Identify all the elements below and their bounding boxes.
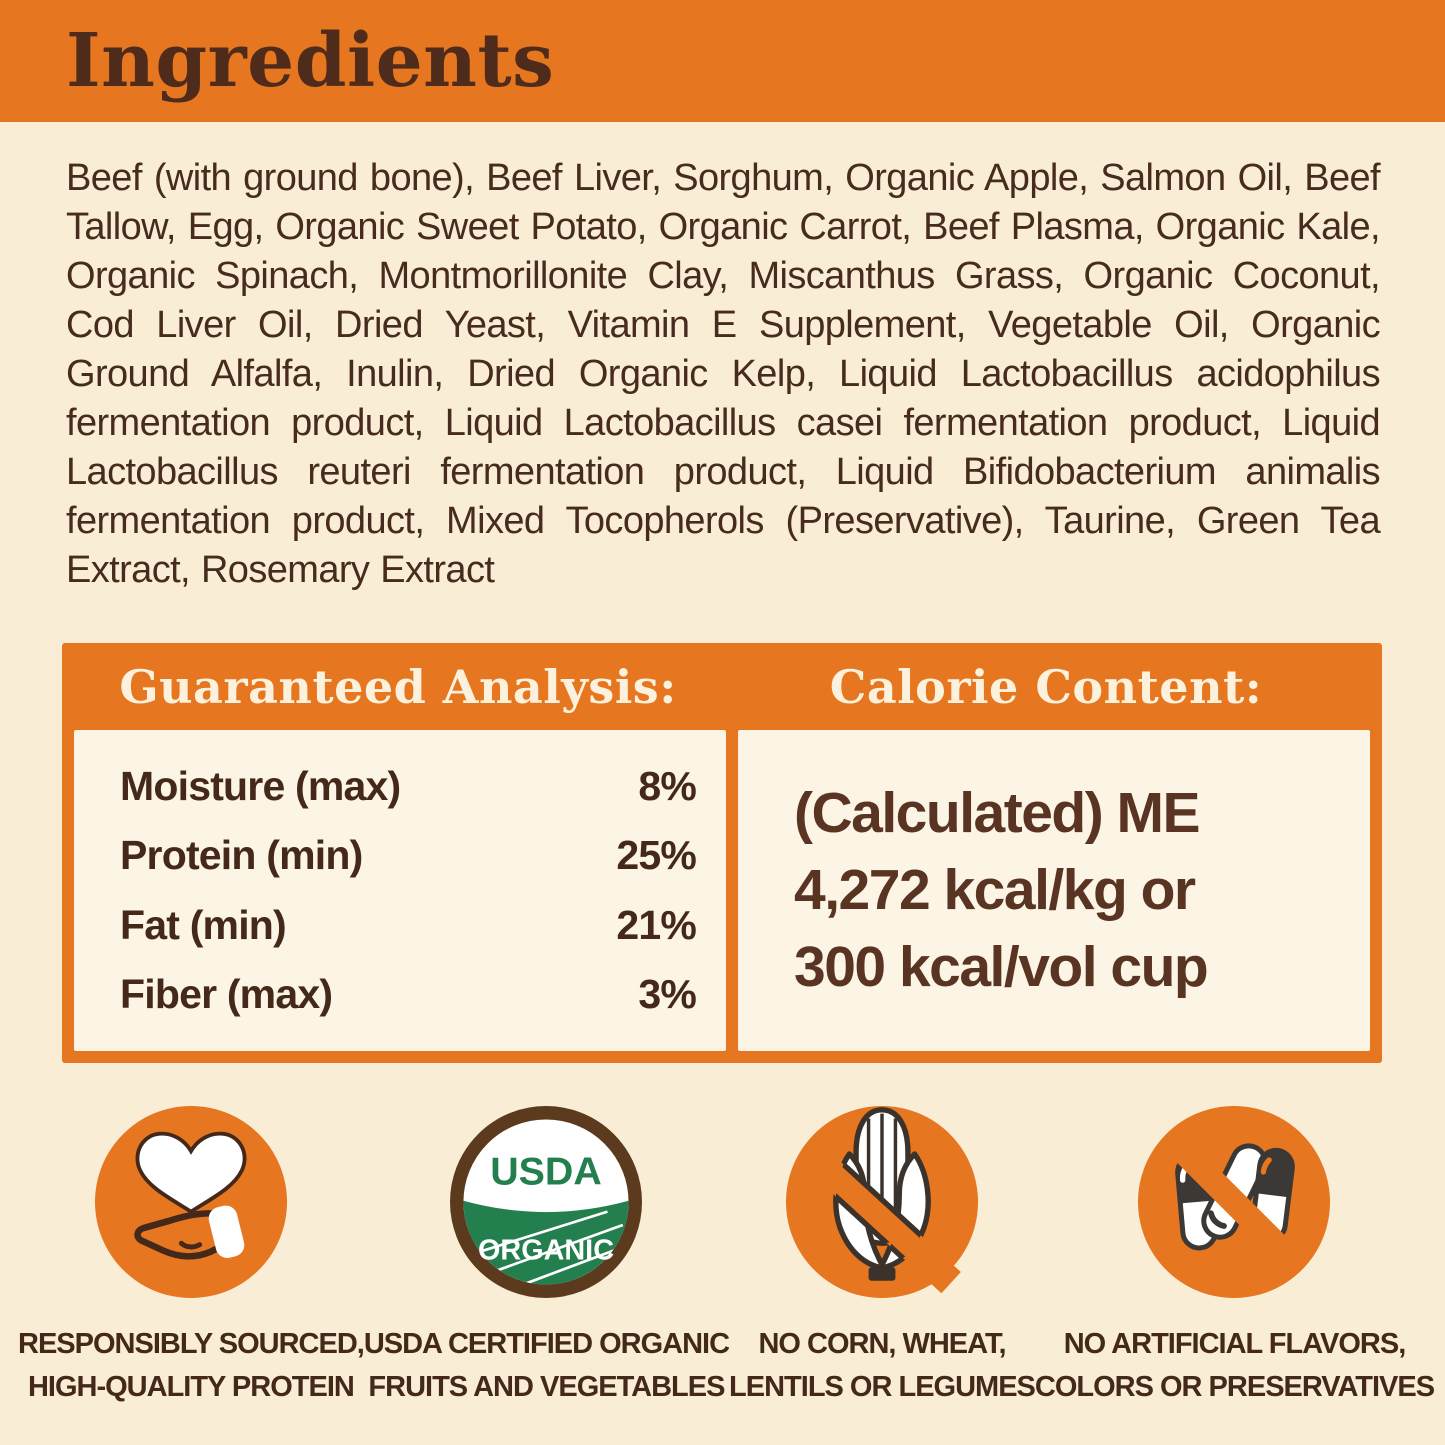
ingredients-header-bar: Ingredients xyxy=(0,0,1445,122)
heart-in-hand-icon xyxy=(94,1106,287,1298)
badge-caption-line: RESPONSIBLY SOURCED, xyxy=(18,1328,365,1360)
analysis-label: Protein (min) xyxy=(120,832,363,879)
analysis-row: Fat (min) 21% xyxy=(120,901,697,949)
analysis-row: Moisture (max) 8% xyxy=(120,763,697,810)
badge-caption-line: NO ARTIFICIAL FLAVORS, xyxy=(1063,1328,1407,1360)
analysis-row: Protein (min) 25% xyxy=(120,832,697,879)
analysis-label: Fat (min) xyxy=(120,901,287,948)
badge-usda-organic: USDA ORGANIC USDA CERTIFIED ORGANIC FRUI… xyxy=(363,1106,730,1409)
usda-organic-seal: USDA ORGANIC xyxy=(450,1106,643,1298)
calorie-content-box: (Calculated) ME 4,272 kcal/kg or 300 kca… xyxy=(738,730,1370,1051)
ingredients-paragraph: Beef (with ground bone), Beef Liver, Sor… xyxy=(66,157,1381,591)
calorie-line: 4,272 kcal/kg or xyxy=(794,858,1196,922)
analysis-label: Moisture (max) xyxy=(120,763,401,810)
badge-caption: RESPONSIBLY SOURCED, HIGH-QUALITY PROTEI… xyxy=(18,1323,365,1409)
badge-caption-line: COLORS OR PRESERVATIVES xyxy=(1034,1371,1435,1403)
no-pills-icon xyxy=(1138,1106,1331,1298)
usda-seal-top-text: USDA xyxy=(491,1150,603,1194)
panel-title-row: Guaranteed Analysis: Calorie Content: xyxy=(74,643,1370,730)
analysis-calorie-panel: Guaranteed Analysis: Calorie Content: Mo… xyxy=(62,643,1382,1063)
analysis-label: Fiber (max) xyxy=(120,970,333,1017)
analysis-value: 25% xyxy=(616,832,696,879)
badge-caption: NO ARTIFICIAL FLAVORS, COLORS OR PRESERV… xyxy=(1034,1323,1435,1409)
calorie-content-title: Calorie Content: xyxy=(829,659,1263,714)
badge-caption-line: LENTILS OR LEGUMES xyxy=(729,1371,1036,1403)
page-title: Ingredients xyxy=(66,18,555,104)
badge-caption-line: HIGH-QUALITY PROTEIN xyxy=(27,1371,355,1403)
panel-body-row: Moisture (max) 8% Protein (min) 25% Fat … xyxy=(74,730,1370,1051)
analysis-row: Fiber (max) 3% xyxy=(120,970,697,1018)
badge-no-corn: NO CORN, WHEAT, LENTILS OR LEGUMES xyxy=(729,1106,1036,1409)
analysis-value: 21% xyxy=(616,901,696,948)
guaranteed-analysis-title: Guaranteed Analysis: xyxy=(119,659,677,714)
badge-caption: NO CORN, WHEAT, LENTILS OR LEGUMES xyxy=(729,1323,1036,1409)
badge-caption-line: NO CORN, WHEAT, xyxy=(758,1328,1006,1360)
calorie-line: 300 kcal/vol cup xyxy=(794,935,1209,999)
badge-caption-line: FRUITS AND VEGETABLES xyxy=(368,1371,725,1403)
calorie-line: (Calculated) ME xyxy=(794,781,1201,845)
badge-caption-line: USDA CERTIFIED ORGANIC xyxy=(363,1328,730,1360)
benefit-badges-row: RESPONSIBLY SOURCED, HIGH-QUALITY PROTEI… xyxy=(18,1106,1435,1409)
badge-no-artificial: NO ARTIFICIAL FLAVORS, COLORS OR PRESERV… xyxy=(1034,1106,1435,1409)
badge-responsibly-sourced: RESPONSIBLY SOURCED, HIGH-QUALITY PROTEI… xyxy=(18,1106,365,1409)
analysis-value: 8% xyxy=(638,763,696,810)
usda-seal-bottom-text: ORGANIC xyxy=(478,1235,614,1267)
badge-caption: USDA CERTIFIED ORGANIC FRUITS AND VEGETA… xyxy=(363,1323,730,1409)
analysis-value: 3% xyxy=(638,970,696,1017)
guaranteed-analysis-box: Moisture (max) 8% Protein (min) 25% Fat … xyxy=(74,730,726,1051)
no-corn-icon xyxy=(785,1106,978,1298)
